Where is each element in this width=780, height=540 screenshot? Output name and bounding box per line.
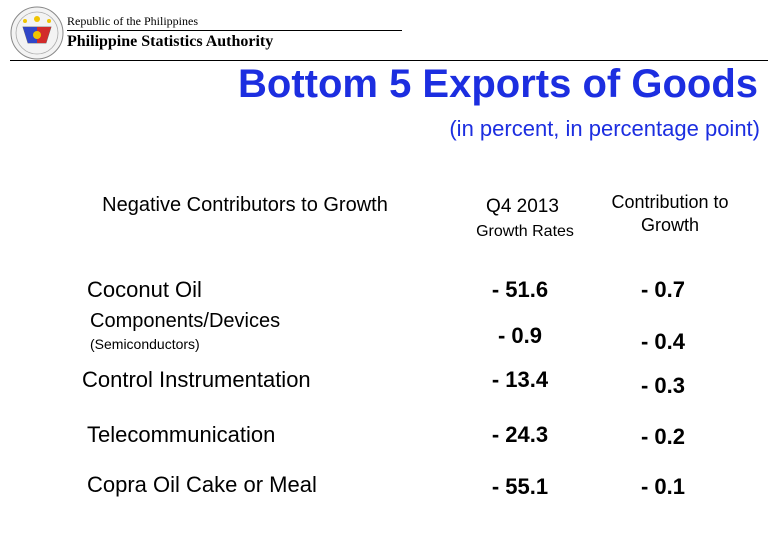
- row-contribution-components: - 0.4: [640, 329, 686, 354]
- row-growth-telecommunication: - 24.3: [491, 422, 549, 447]
- row-label-copra-oil-cake: Copra Oil Cake or Meal: [87, 472, 317, 497]
- column-header-growth: Growth Rates: [476, 223, 574, 240]
- row-label-telecommunication: Telecommunication: [87, 422, 276, 447]
- slide-subtitle: (in percent, in percentage point): [449, 116, 760, 141]
- column-header-contributors: Negative Contributors to Growth: [102, 194, 388, 216]
- header-divider: [67, 30, 402, 31]
- psa-seal-icon: [10, 6, 64, 60]
- header-rule: [10, 60, 768, 61]
- column-header-contribution: Contribution to Growth: [611, 192, 729, 236]
- column-header-period: Q4 2013: [486, 196, 559, 217]
- row-growth-copra-oil-cake: - 55.1: [491, 474, 549, 499]
- row-growth-control-instrumentation: - 13.4: [491, 367, 549, 392]
- slide-title: Bottom 5 Exports of Goods: [238, 62, 758, 106]
- row-label-coconut-oil: Coconut Oil: [87, 277, 202, 302]
- row-contribution-coconut-oil: - 0.7: [640, 277, 686, 302]
- row-growth-coconut-oil: - 51.6: [491, 277, 549, 302]
- row-contribution-telecommunication: - 0.2: [640, 424, 686, 449]
- row-growth-components: - 0.9: [497, 323, 543, 348]
- row-label-control-instrumentation: Control Instrumentation: [82, 367, 311, 392]
- row-label-components: Components/Devices: [90, 310, 281, 332]
- row-contribution-control-instrumentation: - 0.3: [640, 373, 686, 398]
- republic-label: Republic of the Philippines: [67, 14, 198, 28]
- row-contribution-copra-oil-cake: - 0.1: [640, 474, 686, 499]
- row-sublabel-semiconductors: (Semiconductors): [90, 336, 200, 352]
- agency-name: Philippine Statistics Authority: [67, 33, 274, 50]
